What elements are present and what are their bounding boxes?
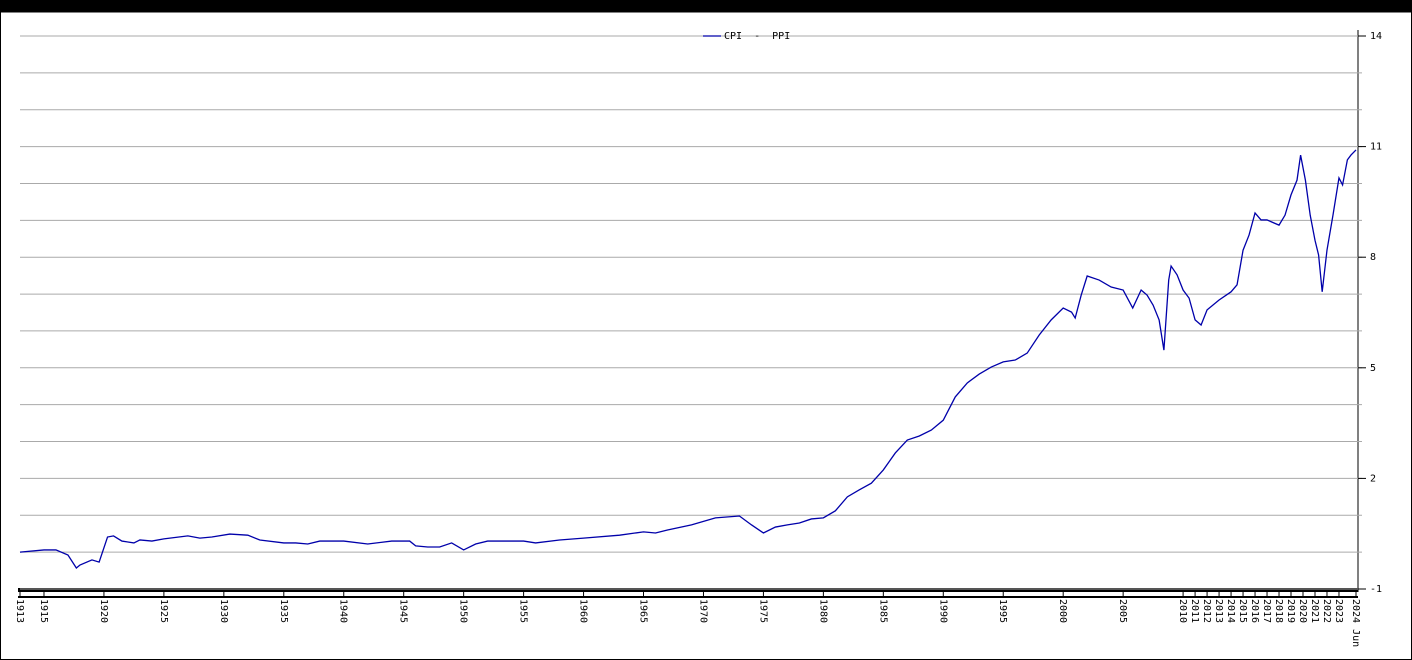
x-tick-label: 2018 — [1273, 599, 1284, 623]
x-tick-label: 2020 — [1297, 599, 1308, 623]
x-tick-label: 1920 — [98, 599, 109, 623]
x-tick-label: 1950 — [458, 599, 469, 623]
x-tick-label: 2000 — [1057, 599, 1068, 623]
x-tick-label: 2010 — [1177, 599, 1188, 623]
data-line — [19, 149, 1357, 569]
x-tick-label: 1930 — [218, 599, 229, 623]
x-tick-label: 1975 — [757, 599, 768, 623]
top-bar — [0, 0, 1412, 12]
x-tick-label: 1960 — [578, 599, 589, 623]
legend-label: CPI - PPI — [724, 31, 790, 42]
x-tick-label: 2015 — [1237, 599, 1248, 623]
x-tick-label: 1980 — [817, 599, 828, 623]
x-tick-label: 1940 — [338, 599, 349, 623]
x-tick-label: 1970 — [697, 599, 708, 623]
x-tick-label: 1913 — [14, 599, 25, 623]
x-tick-label: 2011 — [1189, 599, 1200, 623]
x-tick-label: 2017 — [1261, 599, 1272, 623]
x-tick-label: 1945 — [398, 599, 409, 623]
x-tick-label: 1935 — [278, 599, 289, 623]
y-tick-label: 5 — [1370, 363, 1376, 374]
y-tick-label: 2 — [1370, 473, 1376, 484]
y-tick-label: 11 — [1370, 142, 1382, 153]
x-tick-label: 2023 — [1333, 599, 1344, 623]
y-tick-label: -1 — [1370, 584, 1382, 595]
x-tick-label: 2019 — [1285, 599, 1296, 623]
x-tick-label: 2014 — [1225, 599, 1236, 623]
x-tick-label: 2013 — [1213, 599, 1224, 623]
x-tick-label: 1965 — [638, 599, 649, 623]
x-tick-label: 1995 — [997, 599, 1008, 623]
x-tick-label: 1955 — [518, 599, 529, 623]
y-tick-label: 8 — [1370, 252, 1376, 263]
x-tick-label: 2005 — [1117, 599, 1128, 623]
x-tick-label: 1985 — [877, 599, 888, 623]
x-tick-label: 1925 — [158, 599, 169, 623]
frame — [0, 11, 1412, 660]
x-tick-label: 1915 — [38, 599, 49, 623]
x-tick-label: 2024 Jun — [1350, 599, 1361, 647]
x-tick-label: 1990 — [937, 599, 948, 623]
x-tick-label: 2016 — [1249, 599, 1260, 623]
x-tick-label: 2022 — [1321, 599, 1332, 623]
y-tick-label: 14 — [1370, 31, 1382, 42]
x-tick-label: 2021 — [1309, 599, 1320, 623]
x-tick-label: 2012 — [1201, 599, 1212, 623]
